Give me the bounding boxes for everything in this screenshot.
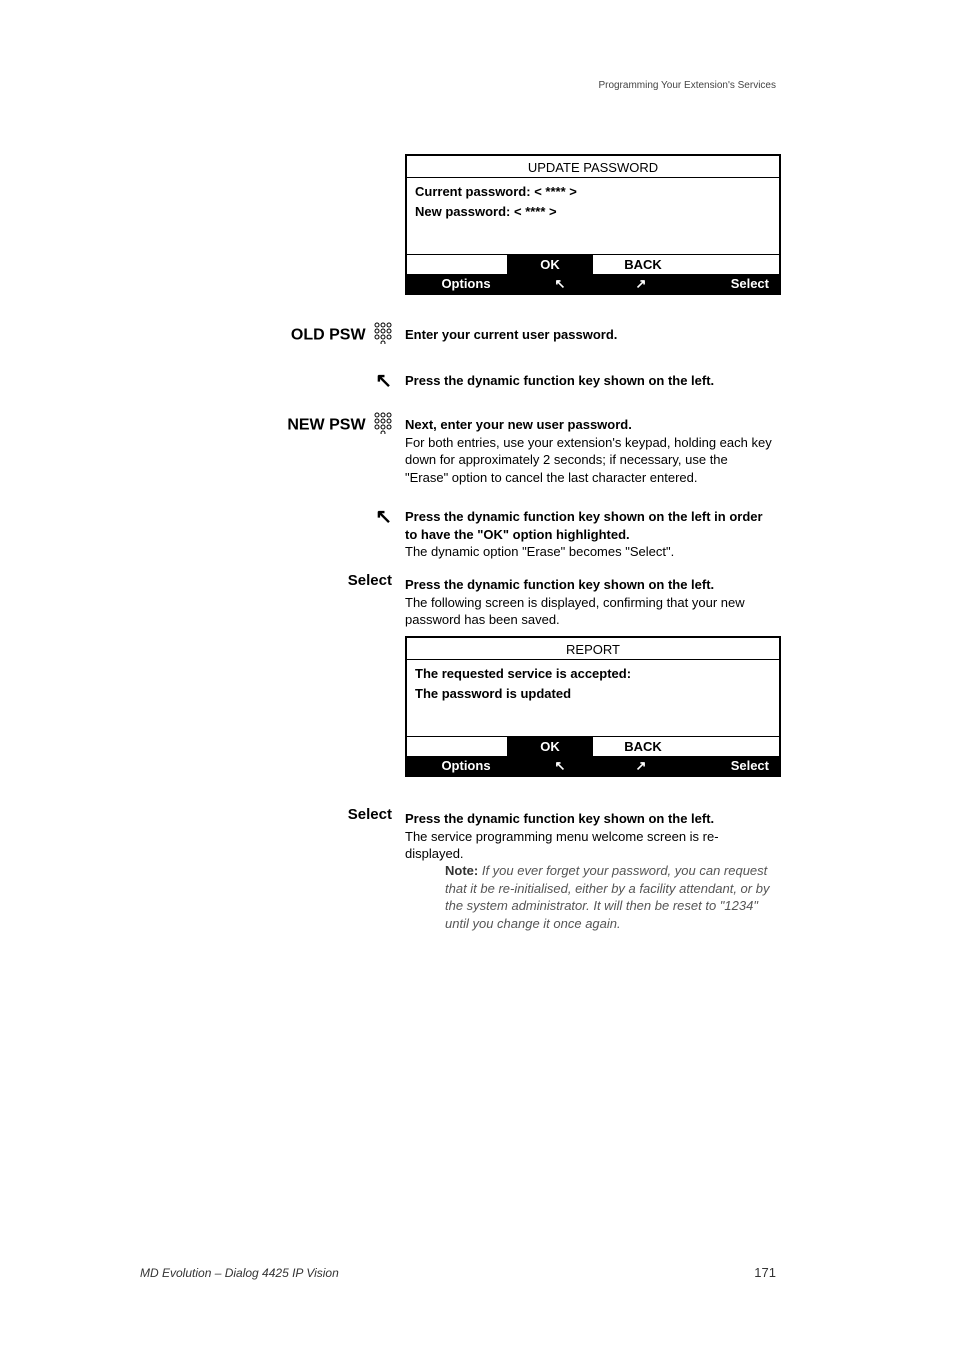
- screen2-line1: The requested service is accepted:: [415, 666, 631, 681]
- arrow2-bold: Press the dynamic function key shown on …: [405, 509, 763, 542]
- arrow2-text: The dynamic option "Erase" becomes "Sele…: [405, 544, 674, 559]
- footer-title: MD Evolution – Dialog 4425 IP Vision: [140, 1266, 339, 1280]
- screen2-back: BACK: [593, 737, 693, 756]
- new-psw-label: NEW PSW: [287, 412, 392, 439]
- screen2-arrow-right-icon: ↗: [595, 758, 687, 774]
- keypad-icon: [374, 412, 392, 439]
- screen1-options: Options: [407, 274, 525, 293]
- screen2-arrow-left-icon: ↖: [525, 758, 595, 774]
- select2-label: Select: [348, 806, 392, 823]
- screen1-ok: OK: [507, 255, 593, 274]
- note-label: Note:: [445, 863, 478, 878]
- note-text: If you ever forget your password, you ca…: [445, 863, 769, 931]
- screen1-line2-val: < **** >: [514, 204, 557, 219]
- screen2-ok: OK: [507, 737, 593, 756]
- old-psw-instruction: Enter your current user password.: [405, 327, 617, 342]
- select1-text: The following screen is displayed, confi…: [405, 595, 745, 628]
- section-header: Programming Your Extension's Services: [598, 80, 776, 91]
- screen1-arrow-left-icon: ↖: [525, 276, 595, 292]
- screen1-line2-label: New password:: [415, 204, 510, 219]
- screen2-line2: The password is updated: [415, 686, 571, 701]
- select1-bold: Press the dynamic function key shown on …: [405, 577, 714, 592]
- select2-bold: Press the dynamic function key shown on …: [405, 811, 714, 826]
- screen2-select: Select: [687, 756, 779, 775]
- page-number: 171: [754, 1265, 776, 1280]
- keypad-icon: [374, 322, 392, 349]
- update-password-screen: UPDATE PASSWORD Current password: < ****…: [405, 154, 781, 295]
- old-psw-label: OLD PSW: [291, 322, 392, 349]
- nav-arrow-icon: ↖: [375, 368, 392, 393]
- screen1-arrow-right-icon: ↗: [595, 276, 687, 292]
- screen1-back: BACK: [593, 255, 693, 274]
- arrow1-instruction: Press the dynamic function key shown on …: [405, 373, 714, 388]
- select2-text: The service programming menu welcome scr…: [405, 829, 719, 862]
- screen1-line1-label: Current password:: [415, 184, 531, 199]
- screen1-line1-val: < **** >: [534, 184, 577, 199]
- new-psw-text: For both entries, use your extension's k…: [405, 435, 772, 485]
- new-psw-bold: Next, enter your new user password.: [405, 417, 632, 432]
- screen2-title: REPORT: [407, 638, 779, 660]
- report-screen: REPORT The requested service is accepted…: [405, 636, 781, 777]
- screen1-select: Select: [687, 274, 779, 293]
- select1-label: Select: [348, 572, 392, 589]
- screen1-title: UPDATE PASSWORD: [407, 156, 779, 178]
- screen2-options: Options: [407, 756, 525, 775]
- nav-arrow-icon: ↖: [375, 504, 392, 529]
